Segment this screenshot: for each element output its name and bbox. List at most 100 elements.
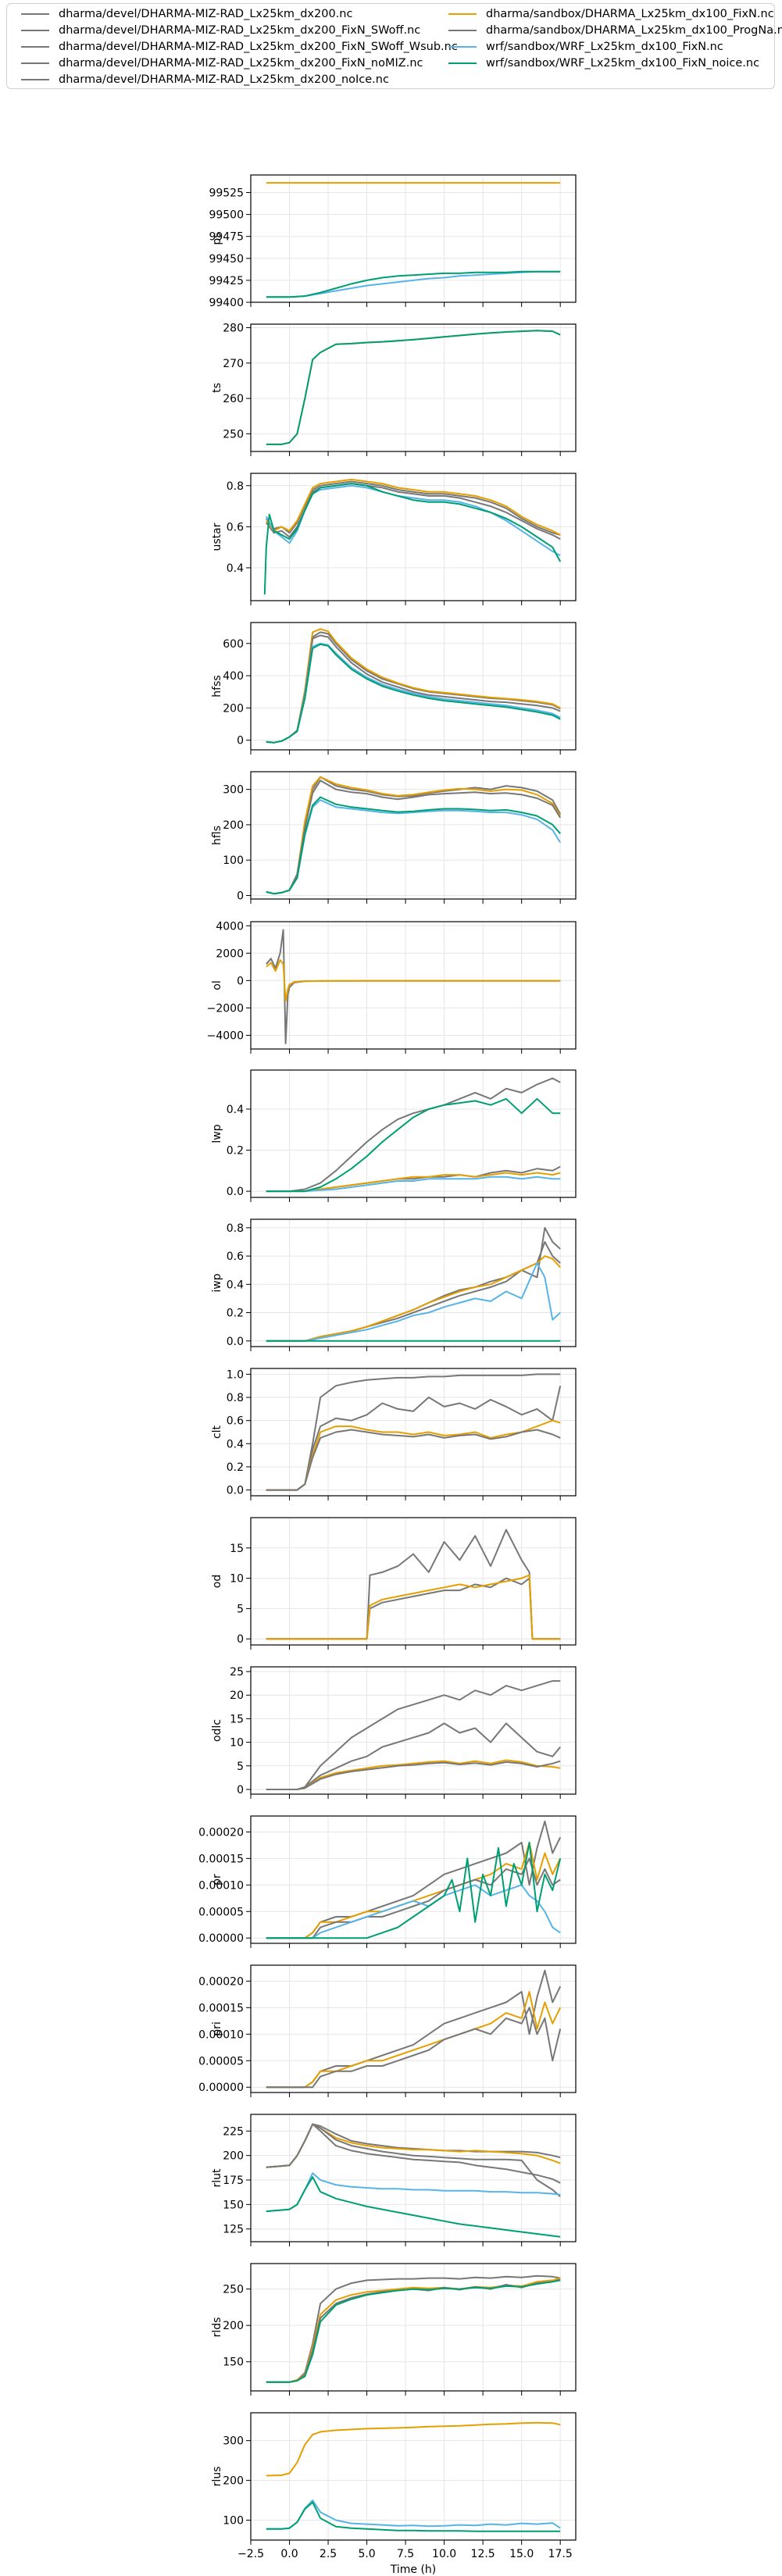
- legend-item: dharma/devel/DHARMA-MIZ-RAD_Lx25km_dx200…: [21, 71, 389, 88]
- y-tick-label: 10: [230, 1737, 244, 1750]
- legend-item: dharma/devel/DHARMA-MIZ-RAD_Lx25km_dx200…: [21, 38, 458, 55]
- legend-label: dharma/devel/DHARMA-MIZ-RAD_Lx25km_dx200…: [59, 57, 423, 70]
- plot-frame: [250, 1069, 577, 1198]
- series-line: [266, 2007, 562, 2089]
- y-tick-label: 99475: [209, 231, 244, 244]
- y-tick-label: 10: [230, 1573, 244, 1586]
- y-tick-label: 200: [223, 819, 244, 832]
- y-axis-label: pri: [211, 2021, 223, 2036]
- series-line: [266, 1991, 562, 2089]
- plot-frame: [250, 921, 577, 1050]
- y-tick-label: 175: [223, 2175, 244, 2187]
- y-tick-label: 250: [223, 428, 244, 441]
- y-tick-label: 2000: [216, 947, 244, 960]
- y-tick-label: 0.2: [227, 1145, 244, 1158]
- y-tick-label: 260: [223, 393, 244, 405]
- legend-swatch: [21, 13, 49, 15]
- series-line: [266, 1385, 562, 1491]
- y-axis-label: hfss: [211, 675, 223, 697]
- x-tick-label: 10.0: [432, 2548, 456, 2560]
- series-line: [266, 628, 561, 744]
- legend-label: wrf/sandbox/WRF_Lx25km_dx100_FixN.nc: [486, 41, 723, 53]
- legend-swatch: [21, 46, 49, 48]
- series-line: [266, 1097, 561, 1193]
- y-tick-label: 0.0: [227, 1336, 244, 1348]
- series-line: [266, 929, 561, 1044]
- y-tick-label: 0.4: [227, 1104, 244, 1116]
- series-line: [266, 1577, 561, 1640]
- y-tick-label: 0.6: [227, 521, 244, 533]
- series-line: [266, 2421, 561, 2477]
- y-tick-label: 0: [237, 975, 244, 987]
- series-line: [266, 270, 561, 298]
- legend-item: wrf/sandbox/WRF_Lx25km_dx100_FixN_noice.…: [448, 55, 759, 72]
- y-axis-label: rlus: [211, 2467, 223, 2487]
- y-tick-label: 200: [223, 702, 244, 715]
- legend-swatch: [21, 79, 49, 80]
- plot-frame: [250, 1368, 577, 1497]
- series-line: [266, 959, 561, 1002]
- plot-frame: [250, 1666, 577, 1795]
- y-tick-label: 0.00000: [198, 2082, 244, 2094]
- y-tick-label: 5: [237, 1603, 244, 1615]
- legend-swatch: [448, 13, 477, 15]
- y-tick-label: −4000: [207, 1029, 244, 1042]
- legend-swatch: [448, 46, 477, 48]
- plot-frame: [250, 622, 577, 751]
- series-line: [266, 330, 561, 445]
- y-axis-label: od: [211, 1575, 223, 1588]
- y-tick-label: 0.00015: [198, 2002, 244, 2014]
- series-line: [266, 2277, 561, 2383]
- series-line: [266, 1262, 561, 1342]
- y-axis-label: rlut: [211, 2168, 223, 2188]
- y-tick-label: 99525: [209, 187, 244, 199]
- series-line: [266, 2501, 561, 2532]
- series-line: [266, 1172, 561, 1193]
- y-tick-label: 1.0: [227, 1368, 244, 1381]
- legend-label: wrf/sandbox/WRF_Lx25km_dx100_FixN_noice.…: [486, 57, 760, 70]
- y-tick-label: 0.00010: [198, 1879, 244, 1892]
- y-tick-label: 100: [223, 855, 244, 867]
- x-tick-label: 12.5: [471, 2548, 495, 2560]
- series-line: [266, 1077, 561, 1193]
- y-axis-label: ps: [211, 232, 223, 244]
- series-line: [266, 1722, 561, 1790]
- y-tick-label: 0.8: [227, 1222, 244, 1235]
- y-axis-label: odlc: [211, 1719, 223, 1742]
- series-line: [266, 1820, 562, 1939]
- series-line: [266, 2123, 561, 2198]
- legend-swatch: [21, 30, 49, 31]
- y-tick-label: 4000: [216, 920, 244, 933]
- y-axis-label: pr: [211, 1874, 223, 1886]
- x-tick-label: 2.5: [320, 2548, 337, 2560]
- legend-item: wrf/sandbox/WRF_Lx25km_dx100_FixN.nc: [448, 38, 723, 55]
- y-tick-label: 0.2: [227, 1308, 244, 1320]
- y-tick-label: 150: [223, 2199, 244, 2211]
- legend-label: dharma/sandbox/DHARMA_Lx25km_dx100_ProgN…: [486, 24, 782, 37]
- y-tick-label: 300: [223, 2435, 244, 2448]
- series-line: [266, 478, 561, 536]
- y-tick-label: 15: [230, 1713, 244, 1725]
- series-line: [266, 1176, 561, 1193]
- plot-frame: [250, 771, 577, 900]
- legend-swatch: [21, 62, 49, 64]
- legend-item: dharma/devel/DHARMA-MIZ-RAD_Lx25km_dx200…: [21, 55, 423, 72]
- legend-label: dharma/sandbox/DHARMA_Lx25km_dx100_FixN.…: [486, 8, 774, 20]
- y-axis-label: rlds: [211, 2317, 223, 2338]
- legend: dharma/devel/DHARMA-MIZ-RAD_Lx25km_dx200…: [6, 3, 782, 89]
- y-tick-label: 0.00005: [198, 2055, 244, 2068]
- series-line: [266, 1529, 561, 1640]
- y-tick-label: 150: [223, 2357, 244, 2369]
- y-tick-label: 125: [223, 2224, 244, 2236]
- series-line: [266, 643, 561, 744]
- x-tick-label: −2.5: [237, 2548, 264, 2560]
- series-line: [266, 2279, 561, 2383]
- series-line: [266, 270, 561, 298]
- x-tick-label: 5.0: [358, 2548, 375, 2560]
- y-tick-label: 20: [230, 1689, 244, 1702]
- legend-label: dharma/devel/DHARMA-MIZ-RAD_Lx25km_dx200…: [59, 24, 421, 37]
- y-tick-label: 99500: [209, 209, 244, 222]
- y-tick-label: 0: [237, 735, 244, 747]
- y-tick-label: 0.2: [227, 1461, 244, 1474]
- y-tick-label: 0.0: [227, 1485, 244, 1497]
